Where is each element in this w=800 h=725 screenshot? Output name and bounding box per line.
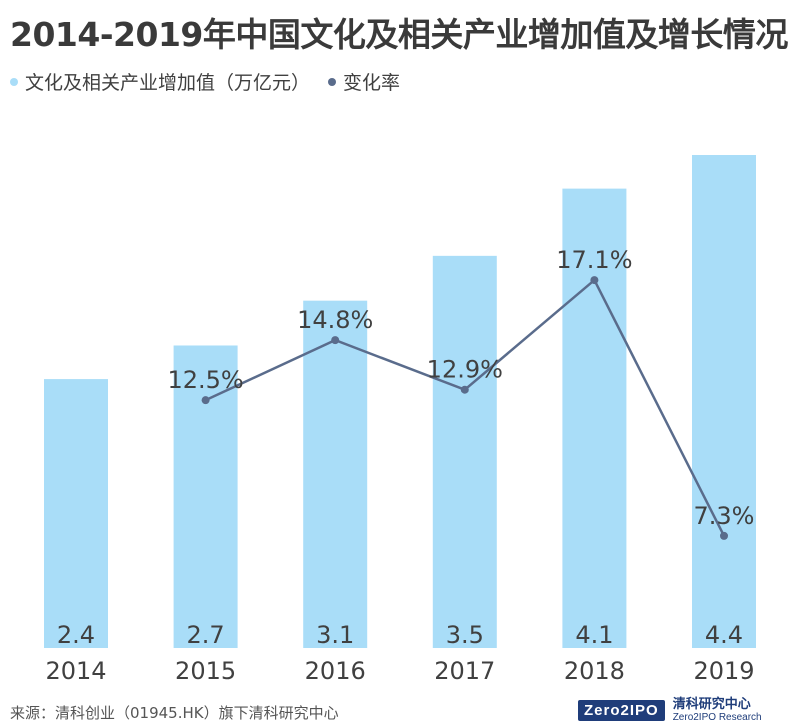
x-tick-label: 2018 (564, 657, 625, 685)
bar-value-label: 4.1 (575, 621, 613, 649)
brand-logo: Zero2IPO 清科研究中心 Zero2IPO Research (578, 696, 762, 725)
legend-line-swatch (328, 77, 337, 86)
logo-en: Zero2IPO Research (672, 712, 762, 723)
bar-value-label: 4.4 (705, 621, 743, 649)
x-tick-label: 2015 (175, 657, 236, 685)
source-note: 来源：清科创业（01945.HK）旗下清科研究中心 (10, 704, 339, 722)
legend: 文化及相关产业增加值（万亿元） 变化率 (10, 68, 418, 95)
x-tick-label: 2019 (693, 657, 754, 685)
legend-item-line: 变化率 (328, 68, 400, 95)
bar-value-label: 2.7 (187, 621, 225, 649)
legend-item-bars: 文化及相关产业增加值（万亿元） (10, 68, 310, 95)
rate-label: 7.3% (694, 502, 755, 530)
legend-bar-swatch (10, 77, 18, 86)
rate-point (720, 531, 728, 540)
bar-value-label: 3.5 (446, 621, 484, 649)
rate-point (201, 396, 210, 405)
x-tick-label: 2016 (305, 657, 366, 685)
legend-line-label: 变化率 (343, 72, 401, 94)
bar (692, 155, 756, 648)
legend-bars-label: 文化及相关产业增加值（万亿元） (25, 72, 311, 94)
rate-point (460, 385, 469, 394)
bar (432, 255, 497, 648)
logo-cn: 清科研究中心 (672, 697, 751, 712)
bar (303, 300, 368, 648)
rate-point (590, 276, 599, 285)
footer: 来源：清科创业（01945.HK）旗下清科研究中心 Zero2IPO 清科研究中… (0, 696, 800, 725)
x-tick-label: 2017 (434, 657, 495, 685)
bar (44, 379, 108, 648)
rate-label: 14.8% (297, 306, 373, 334)
rate-label: 12.9% (427, 356, 503, 384)
rate-label: 12.5% (167, 366, 243, 394)
chart-title: 2014-2019年中国文化及相关产业增加值及增长情况 (10, 15, 788, 54)
bar (562, 188, 627, 648)
x-tick-label: 2014 (45, 657, 106, 685)
bar-value-label: 3.1 (316, 621, 354, 649)
chart-plot: 2.4 2014 2.7 2015 3.1 2016 3.5 2017 4.1 2018 4.4 20… (44, 155, 756, 685)
bar (173, 345, 238, 648)
rate-label: 17.1% (556, 246, 632, 274)
rate-point (331, 336, 340, 345)
bar-value-label: 2.4 (57, 621, 95, 649)
logo-badge: Zero2IPO (578, 700, 665, 721)
